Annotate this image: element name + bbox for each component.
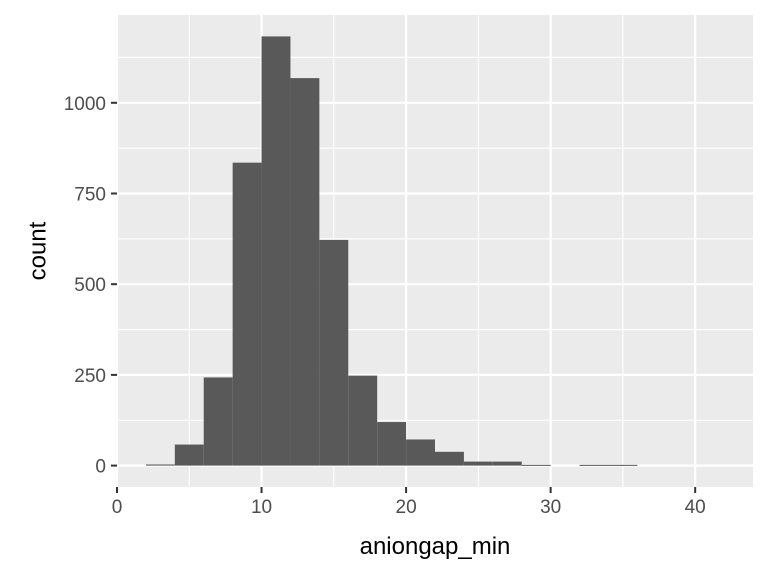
y-tick-label: 1000 (64, 94, 106, 115)
histogram-bar (232, 162, 262, 466)
histogram-bar (174, 444, 204, 466)
histogram-bar (492, 461, 522, 466)
x-axis-title: aniongap_min (360, 533, 511, 560)
histogram-bar (463, 461, 493, 466)
y-axis-title: count (24, 221, 51, 280)
x-tick-label: 20 (396, 497, 417, 518)
x-tick-label: 10 (251, 497, 272, 518)
histogram-bars (145, 36, 638, 466)
histogram-bar (521, 464, 551, 466)
histogram-bar (377, 422, 407, 466)
y-tick-label: 0 (95, 457, 106, 478)
histogram-bar (319, 239, 349, 466)
histogram-bar (145, 464, 175, 466)
x-axis: 0 10 20 30 40 (112, 487, 706, 518)
histogram-bar (348, 375, 378, 466)
y-axis: 0 250 500 750 1000 (64, 94, 117, 478)
histogram-bar (261, 36, 291, 466)
histogram-bar (608, 464, 638, 466)
y-tick-label: 250 (74, 366, 106, 387)
histogram-bar (203, 377, 233, 466)
histogram-bar (290, 78, 320, 466)
x-tick-label: 30 (540, 497, 561, 518)
histogram-bar (579, 464, 609, 466)
histogram-bar (435, 451, 464, 466)
x-tick-label: 40 (685, 497, 706, 518)
histogram-bar (406, 439, 435, 466)
y-tick-label: 500 (74, 275, 106, 296)
x-tick-label: 0 (112, 497, 123, 518)
y-tick-label: 750 (74, 184, 106, 205)
